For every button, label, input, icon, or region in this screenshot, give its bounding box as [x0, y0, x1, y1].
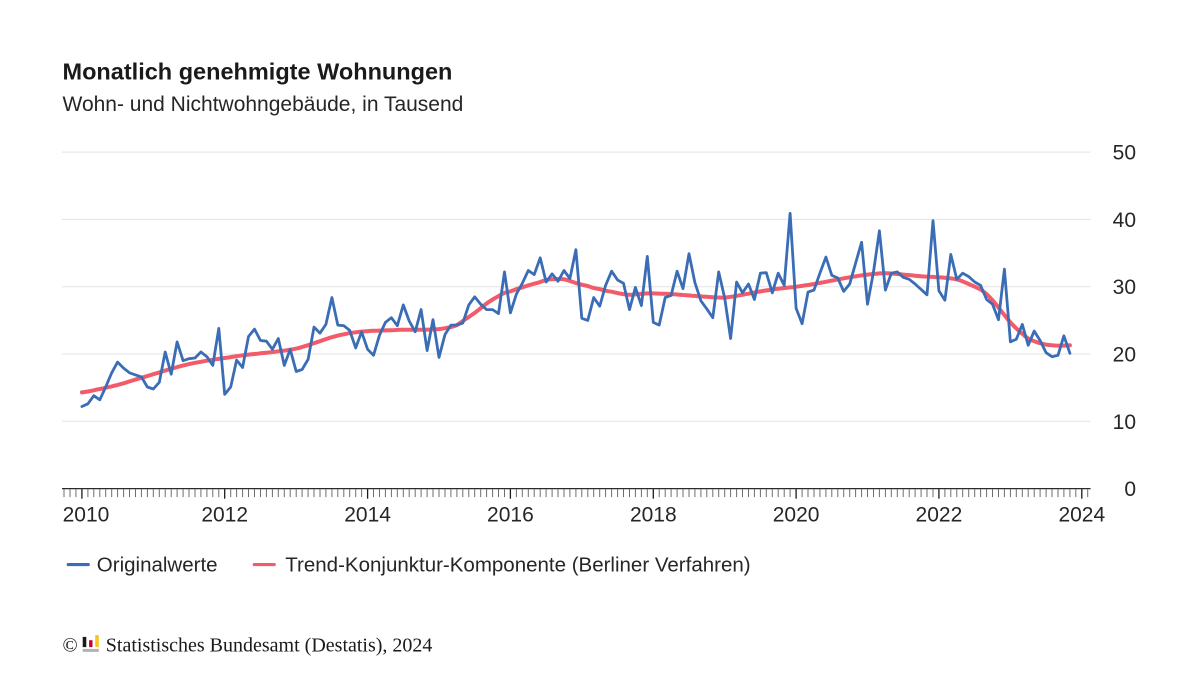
svg-text:2024: 2024	[1058, 504, 1105, 527]
svg-text:2014: 2014	[344, 504, 391, 527]
svg-text:2018: 2018	[630, 504, 677, 527]
svg-text:Trend-Konjunktur-Komponente (B: Trend-Konjunktur-Komponente (Berliner Ve…	[285, 554, 750, 577]
svg-text:Monatlich genehmigte Wohnungen: Monatlich genehmigte Wohnungen	[63, 59, 453, 85]
svg-text:2012: 2012	[201, 504, 248, 527]
svg-text:30: 30	[1113, 276, 1136, 299]
svg-text:2022: 2022	[916, 504, 963, 527]
svg-text:2020: 2020	[773, 504, 820, 527]
svg-text:40: 40	[1113, 209, 1136, 232]
svg-text:Originalwerte: Originalwerte	[97, 554, 218, 577]
svg-text:0: 0	[1124, 478, 1136, 501]
svg-text:2010: 2010	[63, 504, 110, 527]
svg-text:20: 20	[1113, 344, 1136, 367]
svg-text:Wohn- und Nichtwohngebäude, in: Wohn- und Nichtwohngebäude, in Tausend	[63, 93, 464, 116]
svg-text:Statistisches Bundesamt (Desta: Statistisches Bundesamt (Destatis), 2024	[106, 635, 433, 657]
svg-text:2016: 2016	[487, 504, 534, 527]
svg-text:10: 10	[1113, 411, 1136, 434]
svg-text:©: ©	[63, 635, 78, 657]
svg-text:50: 50	[1113, 142, 1136, 165]
